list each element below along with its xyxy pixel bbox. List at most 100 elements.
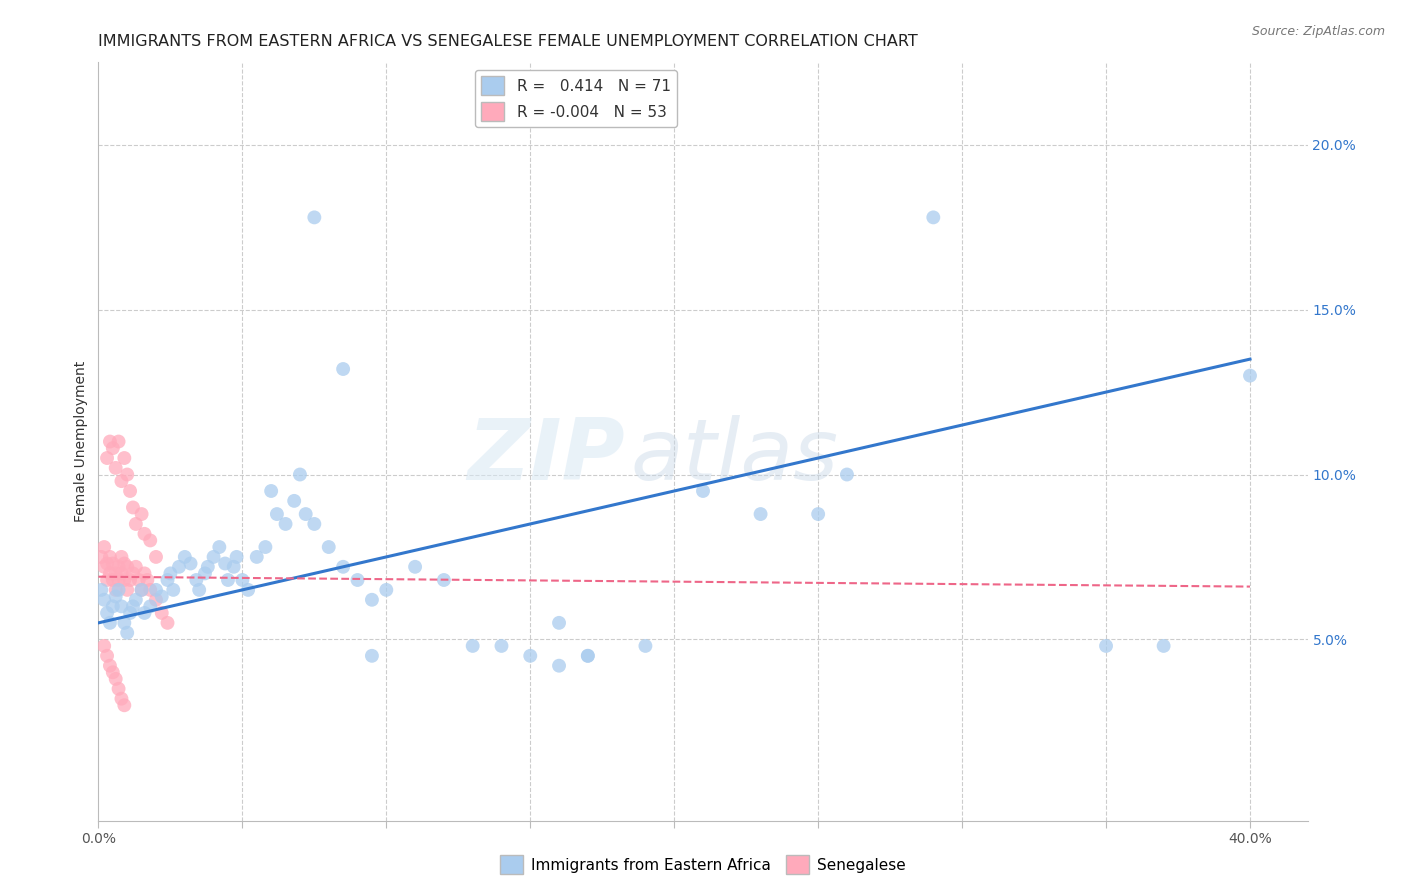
Point xyxy=(159,566,181,581)
Point xyxy=(361,648,384,663)
Point xyxy=(96,557,118,571)
Point xyxy=(96,648,118,663)
Point xyxy=(112,615,135,630)
Legend: Immigrants from Eastern Africa, Senegalese: Immigrants from Eastern Africa, Senegale… xyxy=(495,849,911,880)
Point xyxy=(304,516,326,531)
Point xyxy=(107,573,129,587)
Point xyxy=(101,557,124,571)
Point xyxy=(491,639,513,653)
Point xyxy=(208,540,231,554)
Point xyxy=(922,211,945,225)
Point xyxy=(217,573,239,587)
Point xyxy=(231,573,253,587)
Point xyxy=(131,507,153,521)
Point xyxy=(156,615,179,630)
Point xyxy=(134,526,156,541)
Point xyxy=(254,540,277,554)
Point xyxy=(576,648,599,663)
Point xyxy=(461,639,484,653)
Point xyxy=(107,681,129,696)
Point xyxy=(110,549,132,564)
Point xyxy=(139,582,162,597)
Legend: R =   0.414   N = 71, R = -0.004   N = 53: R = 0.414 N = 71, R = -0.004 N = 53 xyxy=(475,70,676,128)
Text: atlas: atlas xyxy=(630,415,838,499)
Point xyxy=(96,606,118,620)
Point xyxy=(634,639,657,653)
Point xyxy=(1153,639,1175,653)
Point xyxy=(202,549,225,564)
Point xyxy=(260,483,283,498)
Point xyxy=(294,507,316,521)
Point xyxy=(576,648,599,663)
Point xyxy=(1095,639,1118,653)
Point xyxy=(194,566,217,581)
Point xyxy=(548,615,571,630)
Point xyxy=(107,434,129,449)
Point xyxy=(214,557,236,571)
Point xyxy=(346,573,368,587)
Point xyxy=(225,549,247,564)
Point xyxy=(125,559,148,574)
Point xyxy=(332,362,354,376)
Point xyxy=(134,566,156,581)
Point xyxy=(150,606,173,620)
Point xyxy=(236,582,259,597)
Point xyxy=(145,549,167,564)
Point xyxy=(188,582,211,597)
Point xyxy=(318,540,340,554)
Point xyxy=(107,582,129,597)
Point xyxy=(101,441,124,455)
Point xyxy=(93,639,115,653)
Point xyxy=(115,625,138,640)
Point xyxy=(131,582,153,597)
Point xyxy=(197,559,219,574)
Point xyxy=(692,483,714,498)
Text: Source: ZipAtlas.com: Source: ZipAtlas.com xyxy=(1251,25,1385,38)
Point xyxy=(1239,368,1261,383)
Point xyxy=(110,566,132,581)
Point xyxy=(131,582,153,597)
Point xyxy=(139,599,162,614)
Point xyxy=(125,592,148,607)
Point xyxy=(274,516,297,531)
Point xyxy=(120,483,142,498)
Point xyxy=(101,665,124,680)
Point xyxy=(112,557,135,571)
Point xyxy=(122,599,145,614)
Point xyxy=(548,658,571,673)
Point xyxy=(375,582,398,597)
Point xyxy=(93,540,115,554)
Point xyxy=(433,573,456,587)
Point xyxy=(98,566,121,581)
Point xyxy=(835,467,858,482)
Point xyxy=(304,211,326,225)
Point xyxy=(120,573,142,587)
Point xyxy=(283,494,305,508)
Point xyxy=(361,592,384,607)
Point xyxy=(112,698,135,713)
Point xyxy=(128,573,150,587)
Point xyxy=(519,648,541,663)
Point xyxy=(112,573,135,587)
Point xyxy=(104,590,127,604)
Point xyxy=(186,573,208,587)
Point xyxy=(90,549,112,564)
Point xyxy=(104,566,127,581)
Point xyxy=(266,507,288,521)
Point xyxy=(115,559,138,574)
Point xyxy=(246,549,269,564)
Y-axis label: Female Unemployment: Female Unemployment xyxy=(75,361,89,522)
Text: ZIP: ZIP xyxy=(467,415,624,499)
Point xyxy=(104,461,127,475)
Point xyxy=(115,582,138,597)
Point xyxy=(167,559,190,574)
Point xyxy=(110,474,132,488)
Point xyxy=(222,559,245,574)
Point xyxy=(134,606,156,620)
Point xyxy=(404,559,426,574)
Point xyxy=(136,573,159,587)
Point xyxy=(98,658,121,673)
Point xyxy=(180,557,202,571)
Point xyxy=(162,582,184,597)
Point xyxy=(749,507,772,521)
